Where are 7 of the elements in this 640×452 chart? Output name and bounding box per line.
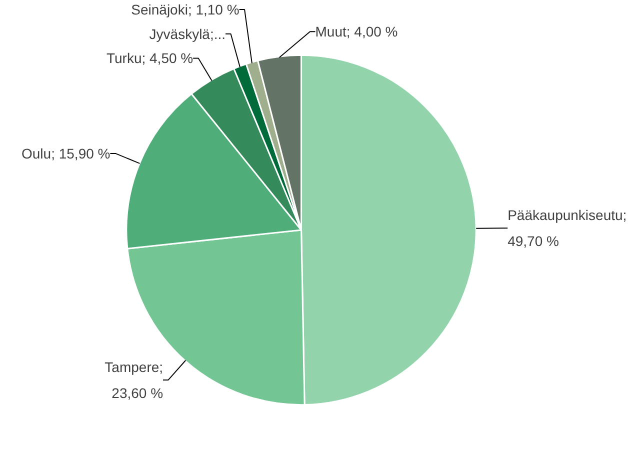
slice-label: Muut; 4,00 % <box>315 24 398 40</box>
slice-label: Turku; 4,50 % <box>106 50 194 66</box>
slice-label: Pääkaupunkiseutu; 49,70 % <box>508 207 627 250</box>
slice-label: Seinäjoki; 1,10 % <box>131 2 240 18</box>
slice-label: Oulu; 15,90 % <box>22 145 110 162</box>
slice-label: Jyväskylä;... <box>149 26 226 42</box>
slice-label: Tampere; 23,60 % <box>104 358 164 401</box>
